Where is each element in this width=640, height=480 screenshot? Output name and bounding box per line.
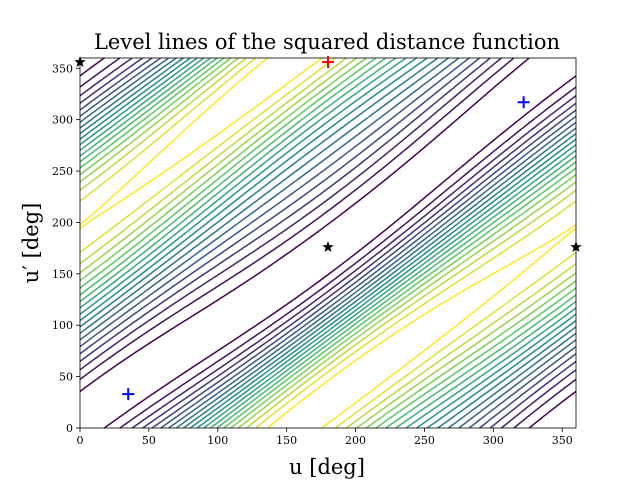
y-tick-label: 150 xyxy=(52,268,73,281)
blue-plus-1-marker xyxy=(122,388,135,401)
contour-level-10 xyxy=(80,58,576,428)
contour-level-15 xyxy=(80,58,576,428)
red-plus-marker xyxy=(322,56,334,69)
y-axis-label: u′ [deg] xyxy=(19,203,43,284)
y-tick-label: 250 xyxy=(52,165,73,178)
x-tick-label: 200 xyxy=(345,434,366,447)
contour-level-2 xyxy=(80,58,576,428)
contour-level-9 xyxy=(80,58,576,428)
contour-level-11 xyxy=(80,58,576,428)
x-tick-label: 100 xyxy=(207,434,228,447)
contour-lines xyxy=(80,58,576,428)
contour-level-6 xyxy=(80,58,576,428)
contour-level-1 xyxy=(80,58,576,428)
x-tick-label: 0 xyxy=(77,434,84,447)
y-tick-label: 350 xyxy=(52,62,73,75)
axis-ticks: 0 50 100 150 200 250 300 350 0 50 100 150 200 250 300 3… xyxy=(52,62,573,447)
markers xyxy=(74,56,582,401)
contour-level-13 xyxy=(80,58,576,428)
contour-level-14 xyxy=(80,58,576,428)
x-tick-label: 300 xyxy=(483,434,504,447)
y-tick-label: 50 xyxy=(59,371,73,384)
contour-level-8 xyxy=(80,58,576,428)
contour-level-12 xyxy=(80,58,576,428)
black-star-2-marker xyxy=(322,241,334,252)
chart-title: Level lines of the squared distance func… xyxy=(94,30,560,54)
x-axis-label: u [deg] xyxy=(289,455,365,479)
contour-level-16 xyxy=(80,58,576,428)
black-star-3-marker xyxy=(570,241,582,252)
blue-plus-2-marker xyxy=(517,96,530,109)
x-tick-label: 350 xyxy=(552,434,573,447)
y-tick-label: 0 xyxy=(66,422,73,435)
x-tick-label: 250 xyxy=(414,434,435,447)
y-tick-label: 100 xyxy=(52,319,73,332)
x-tick-label: 150 xyxy=(276,434,297,447)
black-star-1-marker xyxy=(74,56,86,67)
x-tick-label: 50 xyxy=(142,434,156,447)
y-tick-label: 200 xyxy=(52,216,73,229)
contour-level-19 xyxy=(80,58,576,428)
y-tick-label: 300 xyxy=(52,114,73,127)
contour-level-18 xyxy=(80,58,576,428)
